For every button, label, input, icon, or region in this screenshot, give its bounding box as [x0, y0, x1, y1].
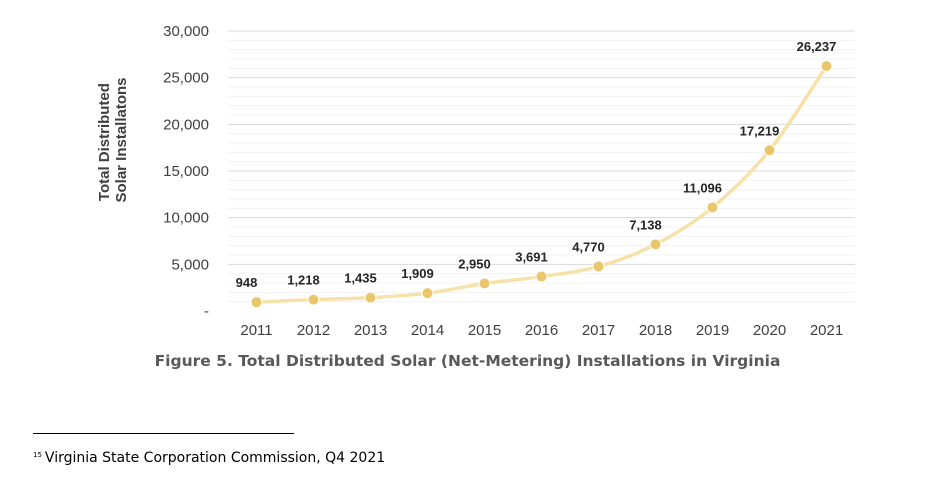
- y-tick-label: 10,000: [163, 210, 209, 227]
- x-tick-label: 2021: [810, 322, 843, 339]
- data-point: [706, 201, 719, 214]
- x-tick-label: 2018: [639, 322, 672, 339]
- figure-caption: Figure 5. Total Distributed Solar (Net-M…: [154, 352, 781, 370]
- y-axis-title-line-1: Total Distributed: [96, 83, 113, 201]
- x-tick-label: 2015: [468, 322, 501, 339]
- x-axis-ticks: 2011 2012 2013 2014 2015 2016 2017 2018 2019 2020…: [240, 322, 843, 339]
- series-line: [254, 64, 829, 304]
- data-point: [478, 277, 491, 290]
- y-tick-label: 15,000: [163, 163, 209, 180]
- data-label: 1,909: [401, 266, 434, 281]
- data-point: [307, 293, 320, 306]
- data-label: 4,770: [572, 239, 605, 254]
- y-tick-label: 5,000: [171, 256, 209, 273]
- y-tick-label: 25,000: [163, 70, 209, 87]
- y-axis-ticks: - 5,000 10,000 15,000 20,000 25,000 30,000: [163, 23, 209, 320]
- footnote-text: Virginia State Corporation Commission, Q…: [44, 450, 386, 466]
- data-point: [250, 296, 263, 309]
- y-tick-label: -: [204, 303, 209, 320]
- x-tick-label: 2014: [411, 322, 444, 339]
- y-axis-title: Total Distributed Solar Installatons: [96, 77, 130, 202]
- data-labels: 948 1,218 1,435 1,909 2,950 3,691 4,770 7,138 11…: [236, 39, 837, 290]
- data-label: 948: [236, 275, 258, 290]
- data-point: [535, 270, 548, 283]
- data-label: 26,237: [797, 39, 837, 54]
- x-tick-label: 2011: [240, 322, 272, 339]
- y-tick-label: 30,000: [163, 23, 209, 40]
- footnote: 15 Virginia State Corporation Commission,…: [33, 450, 385, 466]
- footnote-divider: [33, 433, 294, 434]
- data-label: 1,218: [287, 273, 320, 288]
- data-label: 11,096: [683, 180, 722, 195]
- data-point: [649, 238, 662, 251]
- data-label: 3,691: [515, 250, 548, 265]
- x-tick-label: 2019: [696, 322, 729, 339]
- data-label: 17,219: [740, 123, 780, 138]
- data-point: [820, 60, 833, 73]
- x-tick-label: 2017: [582, 322, 615, 339]
- y-axis-title-line-2: Solar Installatons: [113, 77, 130, 202]
- data-point: [364, 291, 377, 304]
- y-tick-label: 20,000: [163, 116, 209, 133]
- data-label: 1,435: [344, 271, 377, 286]
- data-label: 2,950: [458, 256, 491, 271]
- series-markers: [250, 60, 833, 309]
- x-tick-label: 2016: [525, 322, 558, 339]
- x-tick-label: 2012: [297, 322, 330, 339]
- data-point: [592, 260, 605, 273]
- footnote-number: 15: [33, 451, 42, 459]
- data-point: [763, 144, 776, 157]
- data-point: [421, 287, 434, 300]
- x-tick-label: 2020: [753, 322, 786, 339]
- data-label: 7,138: [629, 217, 662, 232]
- gridlines: [228, 30, 855, 303]
- x-tick-label: 2013: [354, 322, 387, 339]
- line-chart: - 5,000 10,000 15,000 20,000 25,000 30,000 201…: [96, 23, 855, 339]
